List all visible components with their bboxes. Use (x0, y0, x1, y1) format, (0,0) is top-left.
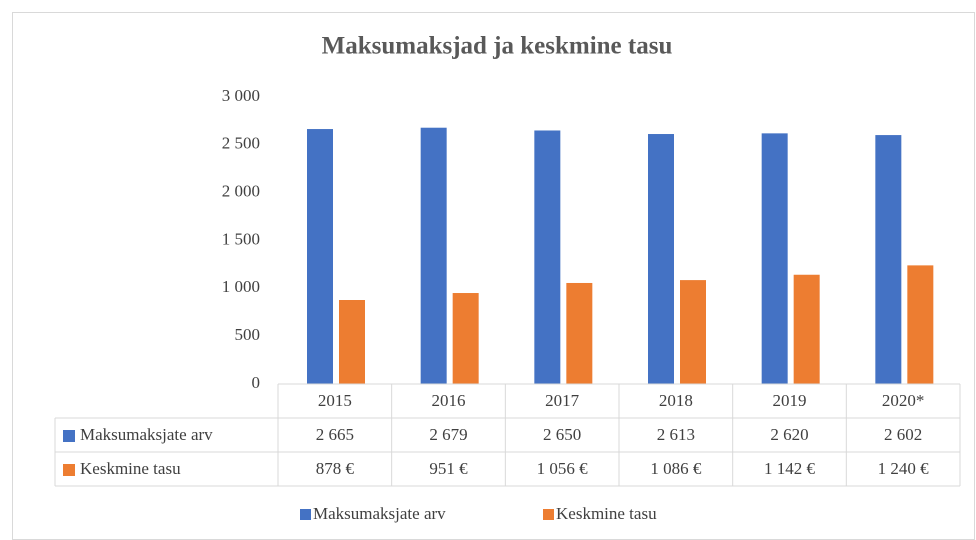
bar (761, 133, 788, 384)
legend-key (300, 509, 311, 520)
legend-key (543, 509, 554, 520)
data-label: 1 142 € (764, 459, 816, 478)
bar (307, 129, 333, 384)
bar (420, 127, 447, 385)
legend-key (63, 464, 75, 476)
y-tick-label: 1 000 (222, 277, 260, 296)
table-row-label: Keskmine tasu (80, 459, 181, 478)
data-label: 2 679 (429, 425, 467, 444)
bar (907, 265, 934, 384)
x-tick-label: 2018 (659, 391, 693, 410)
bar (339, 300, 365, 384)
bar (566, 282, 593, 384)
y-tick-label: 3 000 (222, 86, 260, 105)
x-tick-label: 2020* (882, 391, 925, 410)
x-tick-label: 2017 (545, 391, 580, 410)
y-tick-label: 1 500 (222, 229, 260, 248)
bar (452, 293, 479, 384)
y-tick-label: 500 (235, 325, 261, 344)
data-label: 2 620 (770, 425, 808, 444)
legend-label: Maksumaksjate arv (313, 504, 446, 523)
bar (648, 134, 674, 384)
y-tick-label: 2 500 (222, 134, 260, 153)
y-tick-label: 0 (252, 373, 261, 392)
data-label: 1 086 € (650, 459, 702, 478)
data-label: 2 613 (657, 425, 695, 444)
legend-label: Keskmine tasu (556, 504, 657, 523)
legend-key (63, 430, 75, 442)
y-tick-label: 2 000 (222, 182, 260, 201)
bar (680, 280, 706, 384)
bar (875, 135, 902, 384)
x-tick-label: 2016 (432, 391, 466, 410)
table-row-label: Maksumaksjate arv (80, 425, 213, 444)
x-tick-label: 2015 (318, 391, 352, 410)
data-label: 2 602 (884, 425, 922, 444)
bar (793, 274, 820, 384)
data-label: 878 € (316, 459, 355, 478)
bar (534, 130, 561, 384)
data-label: 2 665 (316, 425, 354, 444)
data-label: 2 650 (543, 425, 581, 444)
data-label: 951 € (429, 459, 468, 478)
data-label: 1 056 € (537, 459, 589, 478)
chart-title: Maksumaksjad ja keskmine tasu (322, 33, 673, 60)
data-label: 1 240 € (878, 459, 930, 478)
x-tick-label: 2019 (773, 391, 807, 410)
